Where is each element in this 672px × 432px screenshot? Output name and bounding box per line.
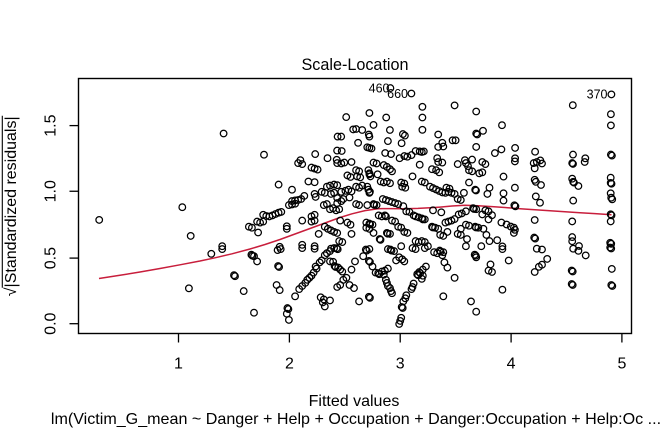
svg-text:Scale-Location: Scale-Location [301,56,408,74]
svg-text:1.0: 1.0 [43,180,60,202]
svg-text:370: 370 [587,88,608,102]
svg-text:3: 3 [396,356,405,373]
svg-text:460: 460 [369,81,390,95]
svg-text:2: 2 [285,356,294,373]
svg-text:lm(Victim_G_mean ~ Danger + He: lm(Victim_G_mean ~ Danger + Help + Occup… [51,410,661,428]
svg-text:4: 4 [507,356,516,373]
svg-text:0.5: 0.5 [43,247,60,269]
svg-text:1.5: 1.5 [43,114,60,136]
svg-text:1: 1 [174,356,183,373]
svg-text:5: 5 [617,356,626,373]
svg-text:√|Standardized residuals|: √|Standardized residuals| [3,116,20,296]
svg-text:Fitted values: Fitted values [309,393,400,410]
svg-text:0.0: 0.0 [43,312,60,334]
svg-text:660: 660 [387,87,408,101]
